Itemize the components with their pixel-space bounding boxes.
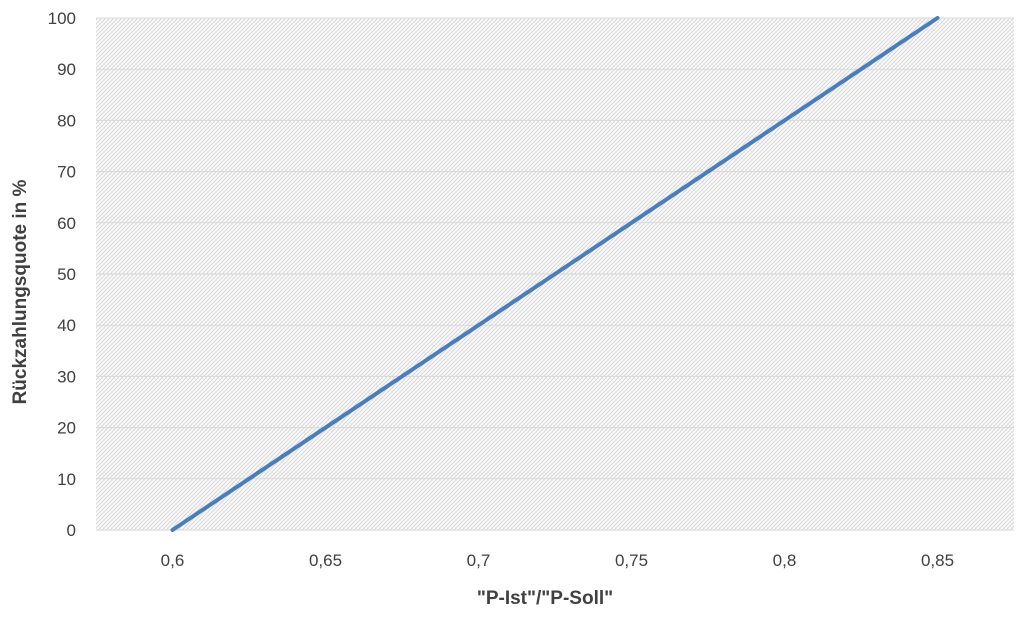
x-tick-label: 0,7 xyxy=(467,551,491,570)
y-tick-label: 20 xyxy=(57,419,76,438)
x-axis-title: "P-Ist"/"P-Soll" xyxy=(477,588,613,609)
y-axis-title: Rückzahlungsquote in % xyxy=(10,179,31,404)
y-tick-label: 100 xyxy=(48,9,76,28)
y-tick-label: 0 xyxy=(67,521,76,540)
x-tick-label: 0,75 xyxy=(615,551,648,570)
x-tick-label: 0,6 xyxy=(161,551,185,570)
x-axis-ticks: 0,6 0,65 0,7 0,75 0,8 0,85 xyxy=(161,551,954,570)
series-line xyxy=(170,16,940,532)
y-axis-ticks: 0 10 20 30 40 50 60 70 80 90 100 xyxy=(48,9,76,540)
x-tick-label: 0,85 xyxy=(921,551,954,570)
y-tick-label: 50 xyxy=(57,265,76,284)
x-tick-label: 0,8 xyxy=(773,551,797,570)
y-tick-label: 90 xyxy=(57,60,76,79)
x-tick-label: 0,65 xyxy=(309,551,342,570)
y-tick-label: 80 xyxy=(57,111,76,130)
y-tick-label: 10 xyxy=(57,470,76,489)
series-layer xyxy=(170,16,940,532)
y-tick-label: 60 xyxy=(57,214,76,233)
y-tick-label: 40 xyxy=(57,316,76,335)
y-tick-label: 70 xyxy=(57,163,76,182)
y-tick-label: 30 xyxy=(57,367,76,386)
